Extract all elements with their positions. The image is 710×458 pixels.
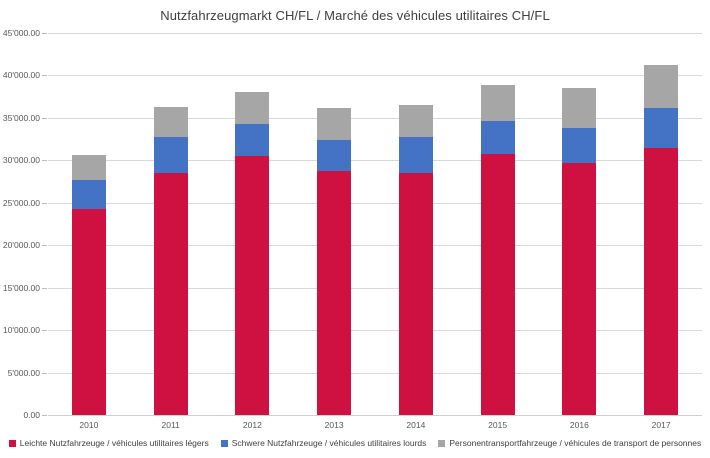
bar-segment-series3-2010 [71,155,106,180]
x-axis-tick-label: 2012 [242,420,262,430]
y-axis-tick-mark [42,330,47,332]
y-axis-tick-label: 35'000.00 [2,112,40,123]
gridline [48,330,702,332]
bar-2014 [375,105,457,415]
legend-label: Schwere Nutzfahrzeuge / véhicules utilit… [231,438,427,448]
legend-label: Leichte Nutzfahrzeuge / véhicules utilit… [19,438,209,448]
legend-marker-icon [8,439,16,447]
gridline [48,287,702,289]
bar-segment-series2-2014 [398,136,433,174]
legend-item-series1: Leichte Nutzfahrzeuge / véhicules utilit… [8,438,209,448]
legend-item-series3: Personentransportfahrzeuge / véhicules d… [438,438,701,448]
gridline [48,372,702,374]
x-axis-line [48,415,702,416]
bar-2016 [539,88,621,415]
bar-2015 [457,84,539,415]
gridline [48,117,702,119]
bar-2017 [620,65,702,415]
x-axis-tick-label: 2016 [569,420,589,430]
bar-segment-series3-2013 [317,107,352,140]
y-axis-tick-label: 45'000.00 [2,28,40,38]
bar-segment-series2-2015 [480,121,515,154]
bar-segment-series2-2012 [235,123,270,157]
bar-segment-series2-2017 [644,107,679,148]
bar-segment-series1-2016 [562,162,597,415]
gridline [48,245,702,247]
legend: Leichte Nutzfahrzeuge / véhicules utilit… [0,438,710,448]
x-axis-tick-label: 2010 [79,420,99,430]
legend-label: Personentransportfahrzeuge / véhicules d… [449,438,702,448]
plot-area [42,33,702,416]
bar-segment-series2-2013 [317,139,352,171]
bar-segment-series1-2012 [235,156,270,415]
bar-segment-series1-2015 [480,153,515,415]
bar-segment-series1-2010 [71,208,106,415]
gridline [48,202,702,204]
x-axis-tick-label: 2014 [406,420,426,430]
bar-2011 [130,106,212,415]
y-axis-tick-mark [42,245,47,247]
bar-segment-series1-2017 [644,147,679,415]
chart-title: Nutzfahrzeugmarkt CH/FL / Marché des véh… [160,8,550,23]
bar-segment-series3-2016 [562,88,597,129]
x-axis-tick-label: 2013 [324,420,344,430]
gridline [48,160,702,162]
bar-segment-series2-2011 [153,136,188,174]
y-axis-tick-mark [42,202,47,204]
bar-segment-series1-2014 [398,173,433,415]
legend-item-series2: Schwere Nutzfahrzeuge / véhicules utilit… [220,438,427,448]
y-axis-tick-label: 20'000.00 [2,240,40,251]
y-axis-tick-label: 30'000.00 [2,155,40,166]
bar-2010 [48,155,130,415]
bar-segment-series3-2012 [235,91,270,124]
y-axis-tick-label: 25'000.00 [2,197,40,208]
y-axis-tick-mark [42,372,47,374]
bar-segment-series2-2010 [71,179,106,209]
legend-marker-icon [438,439,446,447]
y-axis-tick-label: 40'000.00 [2,70,40,81]
legend-marker-icon [220,439,228,447]
y-axis-tick-mark [42,160,47,162]
y-axis-tick-label: 10'000.00 [2,325,40,336]
y-axis-tick-mark [42,415,47,416]
gridline [48,33,702,34]
x-axis-tick-label: 2017 [651,420,671,430]
bar-segment-series3-2014 [398,105,433,137]
bar-segment-series1-2013 [317,170,352,415]
y-axis-tick-label: 0.00 [23,410,40,420]
y-axis-tick-mark [42,75,47,77]
y-axis-tick-mark [42,33,47,34]
bar-segment-series1-2011 [153,173,188,415]
bar-2013 [293,107,375,415]
bar-segment-series2-2016 [562,128,597,163]
y-axis-tick-mark [42,287,47,289]
y-axis-tick-label: 15'000.00 [2,282,40,293]
x-axis-tick-label: 2011 [161,420,180,430]
bar-segment-series3-2017 [644,65,679,108]
y-axis-tick-label: 5'000.00 [7,367,40,378]
bar-segment-series3-2015 [480,84,515,122]
bar-segment-series3-2011 [153,106,188,137]
gridline [48,75,702,77]
y-axis-tick-mark [42,117,47,119]
bar-2012 [212,91,294,415]
x-axis-tick-label: 2015 [488,420,508,430]
